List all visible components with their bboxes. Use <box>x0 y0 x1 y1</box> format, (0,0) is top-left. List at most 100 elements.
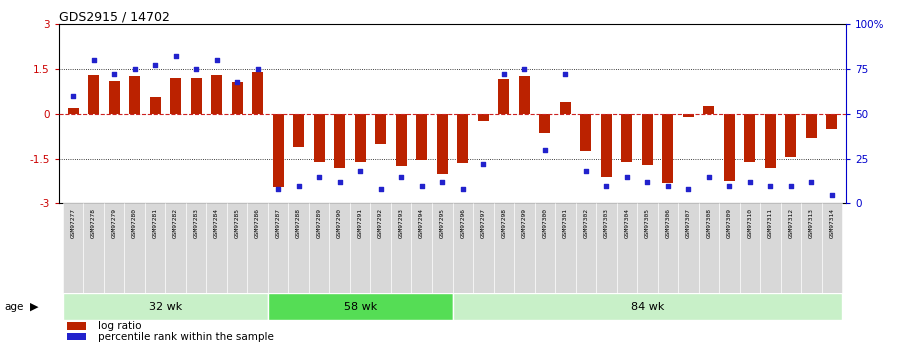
Bar <box>227 204 247 293</box>
Bar <box>658 204 678 293</box>
Point <box>824 192 839 197</box>
Text: GSM97308: GSM97308 <box>706 208 711 238</box>
Point <box>476 161 491 167</box>
Bar <box>616 204 637 293</box>
Bar <box>724 114 735 181</box>
Text: GSM97289: GSM97289 <box>317 208 321 238</box>
Point <box>455 186 470 192</box>
Text: log ratio: log ratio <box>99 321 142 331</box>
Point <box>661 183 675 188</box>
Bar <box>416 114 427 160</box>
Text: GSM97298: GSM97298 <box>501 208 506 238</box>
Bar <box>514 204 535 293</box>
Point <box>353 168 367 174</box>
Point <box>189 66 204 72</box>
Bar <box>765 114 776 168</box>
Text: percentile rank within the sample: percentile rank within the sample <box>99 332 274 342</box>
Bar <box>478 114 489 121</box>
Bar <box>432 204 452 293</box>
Text: GSM97278: GSM97278 <box>91 208 96 238</box>
Bar <box>370 204 391 293</box>
Text: GSM97292: GSM97292 <box>378 208 383 238</box>
Bar <box>436 114 448 174</box>
Bar <box>621 114 633 161</box>
Text: 32 wk: 32 wk <box>148 302 182 312</box>
Bar <box>309 204 329 293</box>
Bar <box>350 204 370 293</box>
Text: GSM97284: GSM97284 <box>214 208 219 238</box>
Point <box>128 66 142 72</box>
Point <box>640 179 654 185</box>
Bar <box>83 204 104 293</box>
Text: GSM97287: GSM97287 <box>276 208 281 238</box>
Text: GSM97309: GSM97309 <box>727 208 732 238</box>
Point <box>312 174 327 179</box>
Text: GSM97281: GSM97281 <box>153 208 157 238</box>
Bar <box>498 79 510 114</box>
Point <box>332 179 347 185</box>
Point <box>701 174 716 179</box>
Bar <box>719 204 739 293</box>
Point <box>230 79 244 84</box>
Bar <box>555 204 576 293</box>
Bar <box>493 204 514 293</box>
Bar <box>452 204 473 293</box>
Bar <box>289 204 309 293</box>
Bar <box>149 97 161 114</box>
Point <box>414 183 429 188</box>
Point <box>804 179 818 185</box>
Text: GSM97300: GSM97300 <box>542 208 548 238</box>
Point <box>722 183 737 188</box>
Bar <box>375 114 386 144</box>
Bar <box>104 204 125 293</box>
Point <box>271 186 285 192</box>
Bar <box>662 114 673 183</box>
Bar <box>68 108 79 114</box>
Bar <box>145 204 166 293</box>
Point <box>620 174 634 179</box>
Bar <box>805 114 817 138</box>
Bar <box>125 204 145 293</box>
Text: GSM97311: GSM97311 <box>767 208 773 238</box>
Bar <box>786 114 796 157</box>
Point <box>435 179 450 185</box>
Bar <box>293 114 304 147</box>
Point <box>291 183 306 188</box>
Bar <box>826 114 837 129</box>
Bar <box>822 204 842 293</box>
Bar <box>601 114 612 177</box>
Bar <box>63 293 268 320</box>
Point <box>251 66 265 72</box>
Bar <box>801 204 822 293</box>
Text: age: age <box>5 302 24 312</box>
Text: GSM97294: GSM97294 <box>419 208 424 238</box>
Bar <box>170 78 181 114</box>
Point <box>578 168 593 174</box>
Text: GSM97303: GSM97303 <box>604 208 609 238</box>
Bar <box>268 204 289 293</box>
Text: GSM97304: GSM97304 <box>624 208 629 238</box>
Bar <box>703 106 714 114</box>
Text: GSM97280: GSM97280 <box>132 208 138 238</box>
Text: GSM97279: GSM97279 <box>111 208 117 238</box>
Text: GSM97283: GSM97283 <box>194 208 199 238</box>
Bar <box>576 204 596 293</box>
Text: GSM97297: GSM97297 <box>481 208 486 238</box>
Bar <box>535 204 555 293</box>
Bar <box>739 204 760 293</box>
Text: GSM97277: GSM97277 <box>71 208 76 238</box>
Point <box>743 179 757 185</box>
Point <box>681 186 696 192</box>
Bar <box>355 114 366 161</box>
Point <box>599 183 614 188</box>
Text: 58 wk: 58 wk <box>344 302 376 312</box>
Bar <box>129 77 140 114</box>
Bar <box>67 322 86 330</box>
Bar <box>247 204 268 293</box>
Bar <box>519 77 530 114</box>
Point <box>394 174 408 179</box>
Bar <box>596 204 616 293</box>
Text: GSM97313: GSM97313 <box>809 208 814 238</box>
Bar <box>457 114 469 163</box>
Point <box>168 54 183 59</box>
